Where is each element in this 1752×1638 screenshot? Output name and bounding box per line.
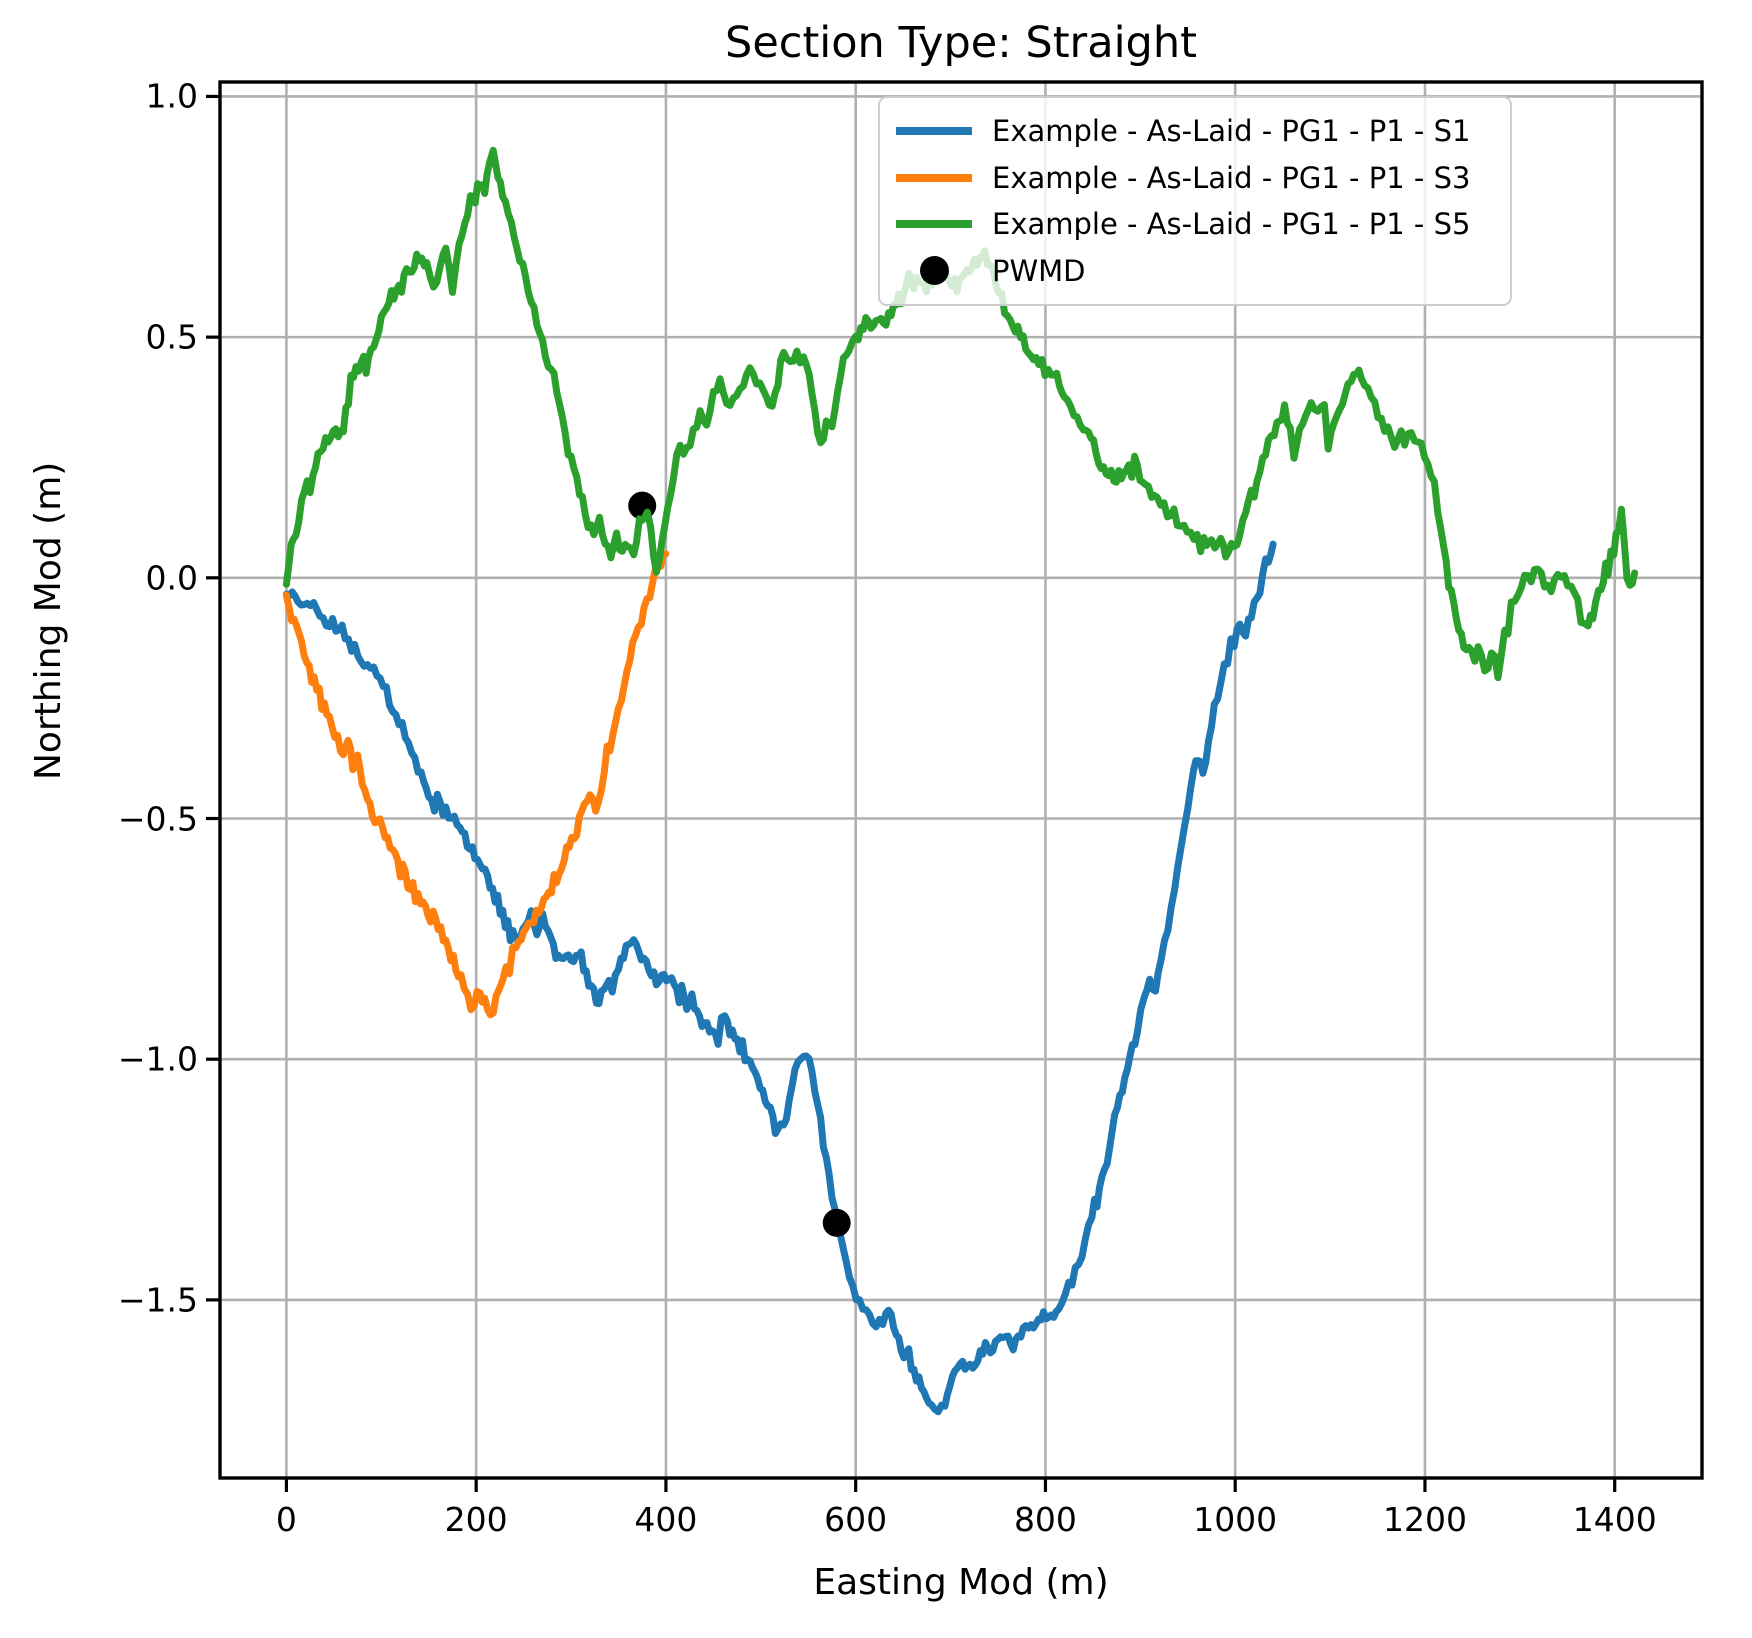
legend-line-swatch <box>896 127 972 136</box>
y-tick-label: −0.5 <box>117 799 198 838</box>
y-tick-label: −1.5 <box>117 1280 198 1320</box>
y-tick-label: 1.0 <box>145 76 198 116</box>
legend-dot-icon <box>919 256 949 286</box>
legend-dot-swatch <box>896 256 972 286</box>
x-tick-label: 1000 <box>1193 1500 1278 1539</box>
x-tick-label: 1400 <box>1572 1500 1657 1539</box>
x-axis-label: Easting Mod (m) <box>813 1562 1109 1603</box>
legend-label: Example - As-Laid - PG1 - P1 - S5 <box>992 207 1471 242</box>
y-tick-label: 0.0 <box>145 558 198 598</box>
legend-line-swatch <box>896 220 972 229</box>
legend-line-icon <box>896 127 972 136</box>
x-tick-label: 400 <box>634 1500 698 1539</box>
x-tick-label: 0 <box>275 1500 297 1539</box>
x-tick-label: 1200 <box>1382 1500 1467 1539</box>
x-tick-label: 800 <box>1013 1500 1077 1539</box>
y-tick-label: 0.5 <box>145 317 198 357</box>
series-line-s3 <box>282 550 670 1019</box>
legend-label: Example - As-Laid - PG1 - P1 - S1 <box>992 114 1471 149</box>
axes-spines <box>218 80 1704 1480</box>
legend-item-s1: Example - As-Laid - PG1 - P1 - S1 <box>896 108 1494 154</box>
chart-title: Section Type: Straight <box>725 18 1197 68</box>
x-tick-label: 200 <box>444 1500 508 1539</box>
legend-line-swatch <box>896 173 972 182</box>
legend-line-icon <box>896 173 972 182</box>
legend: Example - As-Laid - PG1 - P1 - S1 Example… <box>878 96 1512 306</box>
series-line-s1 <box>282 540 1277 1416</box>
y-tick-label: −1.0 <box>117 1039 198 1079</box>
pwmd-point <box>822 1208 851 1237</box>
legend-item-pwmd: PWMD <box>896 248 1494 294</box>
x-tick-label: 600 <box>824 1500 888 1539</box>
legend-item-s5: Example - As-Laid - PG1 - P1 - S5 <box>896 201 1494 247</box>
legend-label: PWMD <box>992 253 1086 288</box>
legend-line-icon <box>896 220 972 229</box>
legend-label: Example - As-Laid - PG1 - P1 - S3 <box>992 160 1471 195</box>
legend-item-s3: Example - As-Laid - PG1 - P1 - S3 <box>896 155 1494 201</box>
